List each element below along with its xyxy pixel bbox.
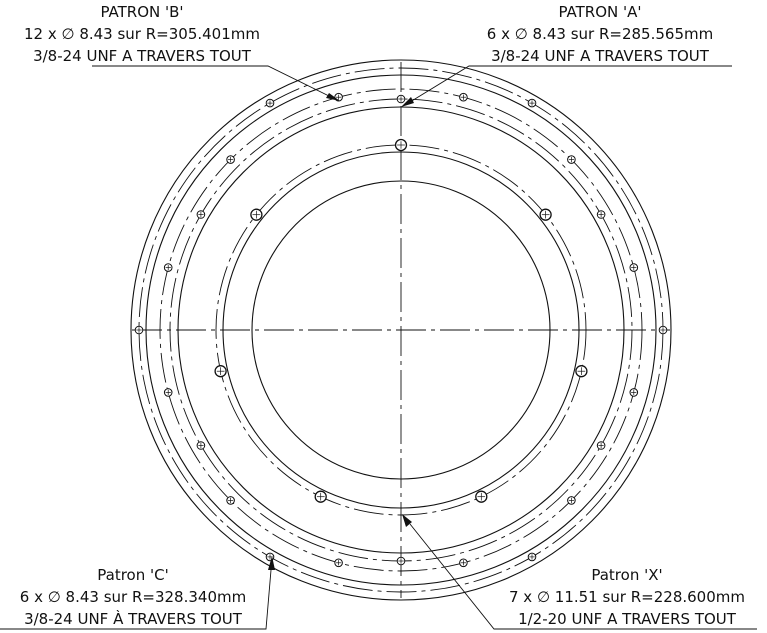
patron-b-thread: 3/8-24 UNF A TRAVERS TOUT (33, 47, 252, 65)
leader-patron-c (0, 569, 272, 630)
leader-arrow-patron-b (326, 93, 340, 101)
patron-a-title: PATRON 'A' (558, 3, 641, 21)
patron-c-thread: 3/8-24 UNF À TRAVERS TOUT (24, 609, 243, 628)
leader-arrow-patron-x (402, 514, 412, 527)
leader-patron-b (92, 65, 330, 97)
patron-a-thread: 3/8-24 UNF A TRAVERS TOUT (491, 47, 710, 65)
leader-patron-x (409, 523, 757, 630)
patron-b-spec: 12 x ∅ 8.43 sur R=305.401mm (24, 25, 260, 43)
leader-arrow-patron-a (401, 97, 414, 107)
bolt-holes (134, 92, 668, 568)
outer-edge-circle (130, 59, 672, 601)
patron-b-title: PATRON 'B' (100, 3, 183, 21)
patron-x-thread: 1/2-20 UNF A TRAVERS TOUT (518, 610, 737, 628)
patron-a-spec: 6 x ∅ 8.43 sur R=285.565mm (487, 25, 713, 43)
leader-patron-a (409, 65, 732, 103)
patron-c-title: Patron 'C' (97, 566, 168, 584)
patron-x-title: Patron 'X' (591, 566, 662, 584)
patron-c-spec: 6 x ∅ 8.43 sur R=328.340mm (20, 588, 246, 606)
patron-x-spec: 7 x ∅ 11.51 sur R=228.600mm (509, 588, 745, 606)
leader-arrow-patron-c (268, 556, 275, 570)
